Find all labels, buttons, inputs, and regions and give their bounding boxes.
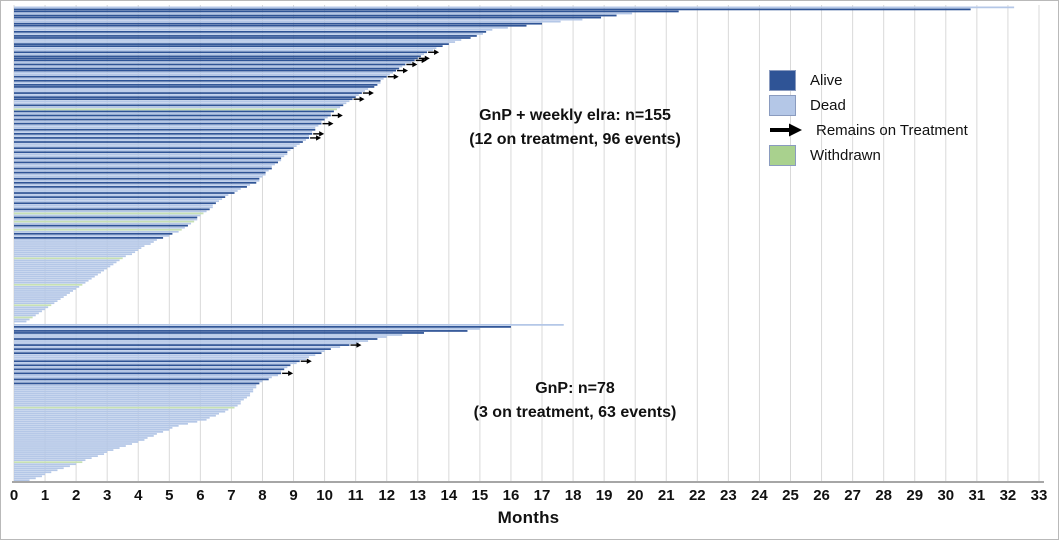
x-tick-label: 21: [657, 487, 675, 504]
legend-label-alive: Alive: [810, 71, 843, 89]
legend: Alive Dead Remains on Treatment Withdraw…: [769, 69, 968, 169]
x-tick-label: 6: [196, 487, 205, 504]
x-tick-label: 8: [258, 487, 267, 504]
legend-row-on-treatment: Remains on Treatment: [769, 119, 968, 141]
x-tick-label: 2: [71, 487, 81, 504]
x-tick-label: 25: [782, 487, 799, 504]
legend-label-withdrawn: Withdrawn: [810, 146, 881, 164]
legend-label-dead: Dead: [810, 96, 846, 114]
x-tick-label: 28: [875, 487, 893, 504]
x-tick-label: 10: [316, 487, 333, 504]
x-tick-label: 14: [440, 487, 458, 504]
x-tick-label: 9: [289, 487, 298, 504]
x-tick-label: 18: [564, 487, 582, 504]
x-tick-label: 22: [688, 487, 706, 504]
legend-row-withdrawn: Withdrawn: [769, 144, 968, 166]
group2-annotation-line1: GnP: n=78: [535, 380, 615, 397]
group1-annotation-line2: (12 on treatment, 96 events): [469, 131, 681, 148]
group1-annotation-line1: GnP + weekly elra: n=155: [479, 107, 671, 124]
alive-swatch-icon: [769, 69, 796, 91]
x-tick-label: 11: [347, 487, 364, 504]
x-tick-label: 4: [134, 487, 143, 504]
x-tick-label: 15: [471, 487, 489, 504]
legend-row-dead: Dead: [769, 94, 968, 116]
legend-label-on-treatment: Remains on Treatment: [816, 121, 968, 139]
x-tick-label: 1: [40, 487, 50, 504]
x-tick-label: 5: [165, 487, 174, 504]
x-tick-label: 30: [937, 487, 955, 504]
treatment-arrow-icon: [770, 123, 802, 137]
x-tick-label: 17: [533, 487, 551, 504]
x-axis-title: Months: [497, 508, 560, 527]
legend-row-alive: Alive: [769, 69, 968, 91]
x-tick-label: 7: [227, 487, 236, 504]
withdrawn-swatch-icon: [769, 144, 796, 166]
x-tick-label: 0: [9, 487, 19, 504]
x-tick-label: 27: [844, 487, 861, 504]
x-tick-label: 24: [751, 487, 768, 504]
x-tick-label: 20: [626, 487, 644, 504]
x-tick-label: 13: [409, 487, 427, 504]
x-tick-label: 3: [103, 487, 112, 504]
group1-annotation: GnP + weekly elra: n=155 (12 on treatmen…: [315, 104, 835, 152]
x-tick-label: 23: [720, 487, 737, 504]
x-tick-label: 16: [502, 487, 520, 504]
x-tick-label: 26: [813, 487, 830, 504]
x-tick-label: 32: [999, 487, 1017, 504]
group2-annotation-line2: (3 on treatment, 63 events): [473, 404, 677, 421]
group2-annotation: GnP: n=78 (3 on treatment, 63 events): [315, 377, 835, 425]
x-tick-label: 29: [906, 487, 924, 504]
x-tick-label: 12: [378, 487, 396, 504]
x-tick-label: 19: [595, 487, 613, 504]
x-tick-label: 33: [1030, 487, 1048, 504]
dead-swatch-icon: [769, 94, 796, 116]
x-tick-label: 31: [968, 487, 986, 504]
